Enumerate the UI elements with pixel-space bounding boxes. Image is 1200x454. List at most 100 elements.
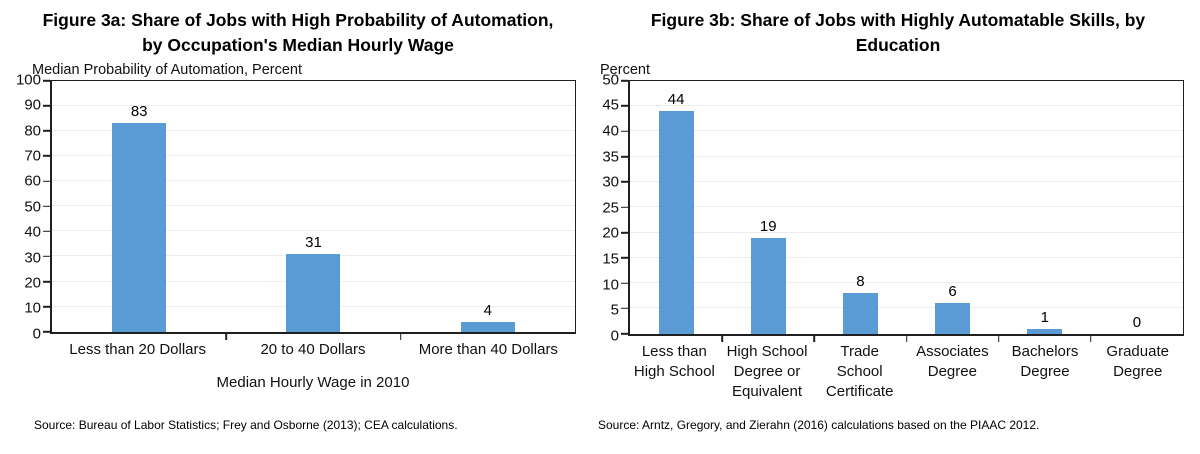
y-tick-mark (43, 305, 50, 308)
x-tick-mark (1090, 335, 1092, 342)
y-tick-label: 90 (24, 96, 41, 114)
bar-value-label: 44 (667, 91, 685, 109)
y-tick-mark (43, 280, 50, 283)
figure-3b-title: Figure 3b: Share of Jobs with Highly Aut… (650, 10, 1146, 55)
y-tick-label: 0 (610, 327, 619, 345)
bar-value-label: 6 (948, 283, 957, 301)
y-tick-mark (43, 130, 50, 132)
bar (460, 321, 515, 332)
bar (842, 293, 878, 334)
y-tick-label: 20 (24, 274, 41, 292)
x-axis-category-labels: Less than High School High School Degree … (628, 342, 1184, 402)
x-category-label: Associates Degree (916, 342, 989, 380)
gridline (52, 155, 575, 156)
y-tick-mark (43, 155, 50, 157)
x-category-label: Less than High School (633, 342, 715, 380)
y-tick-label: 70 (24, 147, 41, 165)
source-note: Source: Arntz, Gregory, and Zierahn (201… (598, 418, 1040, 432)
source-note: Source: Bureau of Labor Statistics; Frey… (34, 418, 458, 432)
y-tick-label: 20 (602, 224, 619, 242)
y-tick-label: 100 (15, 71, 41, 89)
bar-value-label: 4 (483, 301, 492, 319)
y-axis-unit-label: Median Probability of Automation, Percen… (32, 61, 303, 78)
y-tick-mark (621, 257, 628, 259)
bar (658, 111, 694, 334)
y-tick-label: 80 (24, 122, 41, 139)
figure-3a-title: Figure 3a: Share of Jobs with High Proba… (42, 10, 554, 55)
gridline (52, 129, 575, 131)
y-tick-mark (621, 231, 628, 234)
bar-chart-3a: 0 10 20 30 40 50 60 70 80 90 100 83 31 4 Less than 2… (6, 72, 576, 391)
gridline (630, 155, 1183, 157)
y-tick-mark (43, 205, 50, 207)
bar (286, 253, 341, 332)
y-tick-mark (621, 155, 628, 158)
gridline (52, 180, 575, 182)
gridline (630, 231, 1183, 233)
y-tick-mark (43, 255, 50, 258)
bar-group: 8 (814, 81, 906, 334)
plot-area: 83 31 4 (43, 79, 576, 340)
x-category-label: More than 40 Dollars (418, 340, 558, 358)
y-tick-label: 15 (602, 250, 619, 268)
gridline (630, 256, 1183, 258)
y-tick-label: 45 (602, 96, 619, 114)
bar-group: 83 (52, 81, 226, 332)
y-axis-tick-labels: 0 10 20 30 40 50 60 70 80 90 100 (6, 72, 50, 341)
y-tick-label: 30 (24, 249, 41, 266)
y-tick-label: 10 (602, 276, 619, 293)
y-axis-tick-labels: 0 5 10 15 20 25 30 35 40 45 50 (598, 72, 628, 343)
bar-group: 6 (907, 81, 999, 334)
y-tick-mark (43, 180, 50, 182)
x-category-label: High School Degree or Equivalent (726, 342, 808, 400)
bar-value-label: 0 (1132, 313, 1142, 331)
gridline (630, 282, 1183, 284)
gridline (630, 105, 1183, 106)
x-axis-category-labels: Less than 20 Dollars 20 to 40 Dollars More… (50, 340, 576, 360)
bar (1027, 328, 1063, 334)
y-tick-label: 5 (610, 301, 619, 319)
bar-value-label: 8 (856, 273, 865, 291)
x-tick-mark (721, 335, 723, 342)
y-tick-mark (621, 206, 628, 208)
bar (935, 303, 971, 334)
figure-3a: Figure 3a: Share of Jobs with High Proba… (6, 6, 590, 454)
y-tick-mark (43, 230, 50, 233)
figure-3b: Figure 3b: Share of Jobs with Highly Aut… (598, 6, 1198, 454)
x-tick-mark (813, 335, 816, 342)
bar-group: 44 (630, 81, 722, 334)
y-tick-mark (43, 105, 50, 107)
y-tick-mark (621, 307, 628, 310)
gridline (630, 307, 1183, 309)
y-tick-label: 30 (602, 173, 619, 191)
y-axis-unit-label: Percent (600, 61, 650, 78)
bar-chart-3b: 0 5 10 15 20 25 30 35 40 45 50 44 19 8 6 1 0 Less than … (598, 72, 1184, 402)
bar-value-label: 31 (305, 233, 322, 251)
y-tick-label: 0 (32, 325, 41, 343)
y-tick-label: 40 (24, 223, 41, 241)
gridline (630, 206, 1183, 208)
y-tick-mark (621, 79, 628, 82)
x-tick-mark (905, 335, 908, 342)
y-tick-label: 10 (24, 299, 41, 317)
y-tick-label: 35 (602, 148, 619, 165)
y-tick-mark (621, 282, 628, 284)
gridline (630, 180, 1183, 182)
x-category-label: 20 to 40 Dollars (260, 340, 366, 358)
y-tick-label: 40 (602, 122, 619, 140)
gridline (52, 230, 575, 232)
x-category-label: Less than 20 Dollars (69, 340, 207, 358)
x-axis-title: Median Hourly Wage in 2010 (216, 373, 410, 391)
y-tick-mark (621, 181, 628, 183)
gridline (52, 104, 575, 106)
plot-area: 44 19 8 6 1 0 (621, 79, 1184, 342)
bar-group: 4 (401, 81, 575, 332)
y-tick-mark (621, 332, 628, 335)
gridline (630, 130, 1183, 132)
x-tick-mark (225, 333, 228, 340)
x-category-label: Bachelors Degree (1011, 342, 1079, 380)
bar-group: 0 (1091, 81, 1183, 334)
x-category-label: Graduate Degree (1106, 342, 1169, 380)
y-tick-label: 60 (24, 172, 41, 190)
y-tick-label: 50 (602, 71, 619, 89)
